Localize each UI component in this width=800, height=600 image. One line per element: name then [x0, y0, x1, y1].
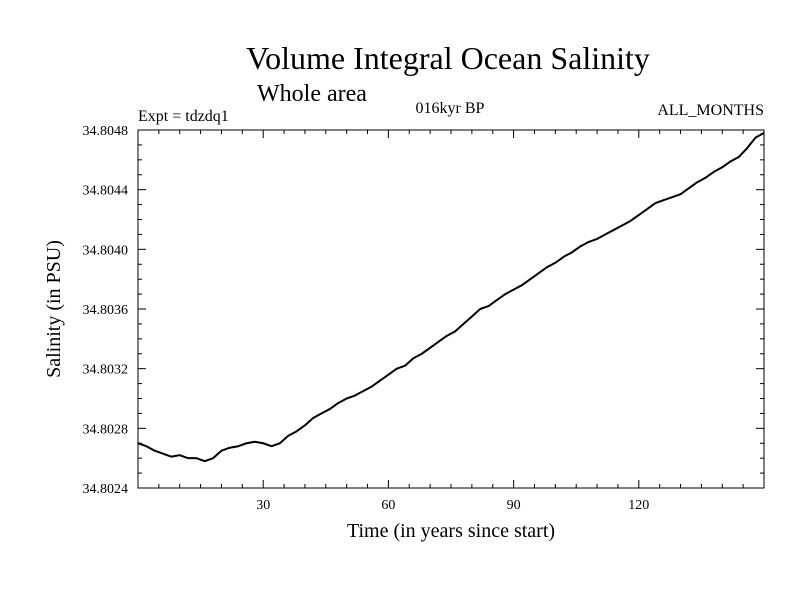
x-tick-labels: 30 60 90 120: [256, 498, 649, 513]
y-tick-label: 34.8040: [83, 243, 129, 258]
period-label: 016kyr BP: [416, 100, 485, 117]
y-tick-label: 34.8028: [83, 422, 129, 437]
y-axis-label: Salinity (in PSU): [43, 240, 65, 378]
x-tick-label: 30: [256, 498, 270, 513]
y-tick-label: 34.8048: [83, 124, 129, 139]
y-tick-label: 34.8024: [83, 482, 129, 497]
y-tick-labels: 34.8024 34.8028 34.8032 34.8036 34.8040 34.80…: [83, 124, 129, 497]
x-axis-label: Time (in years since start): [347, 520, 555, 542]
x-tick-label: 60: [381, 498, 395, 513]
x-tick-label: 90: [507, 498, 521, 513]
months-label: ALL_MONTHS: [657, 102, 764, 119]
axis-ticks: [138, 129, 764, 489]
y-tick-label: 34.8036: [83, 303, 129, 318]
y-tick-label: 34.8032: [83, 363, 129, 378]
chart-subtitle: Whole area: [257, 81, 367, 107]
plot-frame: [137, 129, 765, 489]
x-tick-label: 120: [628, 498, 649, 513]
chart-title: Volume Integral Ocean Salinity: [246, 40, 650, 76]
series-line-salinity: [137, 132, 765, 463]
y-tick-label: 34.8044: [83, 184, 129, 199]
series-layer: [137, 132, 765, 463]
experiment-label: Expt = tdzdq1: [138, 108, 229, 125]
